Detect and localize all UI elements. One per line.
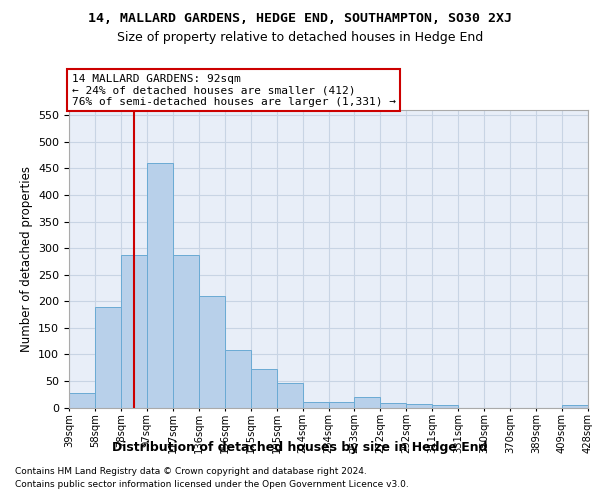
Text: 14, MALLARD GARDENS, HEDGE END, SOUTHAMPTON, SO30 2XJ: 14, MALLARD GARDENS, HEDGE END, SOUTHAMP… — [88, 12, 512, 26]
Bar — [147, 163, 173, 408]
Bar — [433, 405, 458, 407]
Bar — [302, 402, 329, 407]
Y-axis label: Number of detached properties: Number of detached properties — [20, 166, 32, 352]
Bar — [225, 350, 251, 408]
Bar — [121, 254, 147, 408]
Bar — [277, 383, 302, 407]
Bar — [95, 306, 121, 408]
Bar — [562, 405, 588, 407]
Bar — [251, 368, 277, 408]
Bar — [199, 296, 224, 408]
Text: Contains public sector information licensed under the Open Government Licence v3: Contains public sector information licen… — [15, 480, 409, 489]
Text: Contains HM Land Registry data © Crown copyright and database right 2024.: Contains HM Land Registry data © Crown c… — [15, 467, 367, 476]
Text: Size of property relative to detached houses in Hedge End: Size of property relative to detached ho… — [117, 31, 483, 44]
Bar — [380, 403, 406, 407]
Bar — [329, 402, 355, 407]
Bar — [355, 397, 380, 407]
Text: Distribution of detached houses by size in Hedge End: Distribution of detached houses by size … — [112, 441, 488, 454]
Bar — [406, 404, 432, 407]
Text: 14 MALLARD GARDENS: 92sqm
← 24% of detached houses are smaller (412)
76% of semi: 14 MALLARD GARDENS: 92sqm ← 24% of detac… — [71, 74, 395, 107]
Bar — [69, 392, 95, 407]
Bar — [173, 254, 199, 408]
